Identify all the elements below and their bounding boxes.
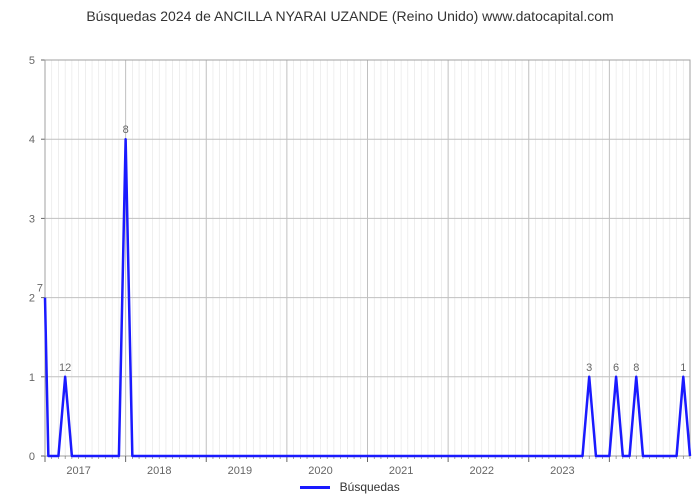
svg-text:2: 2 xyxy=(29,293,35,305)
svg-text:0: 0 xyxy=(29,451,35,463)
svg-text:2020: 2020 xyxy=(308,465,332,477)
legend: Búsquedas xyxy=(0,480,700,494)
svg-text:6: 6 xyxy=(613,362,619,374)
svg-text:4: 4 xyxy=(29,134,35,146)
svg-text:7: 7 xyxy=(37,283,43,295)
svg-text:2017: 2017 xyxy=(66,465,90,477)
svg-text:3: 3 xyxy=(29,213,35,225)
chart-title: Búsquedas 2024 de ANCILLA NYARAI UZANDE … xyxy=(0,0,700,28)
legend-label: Búsquedas xyxy=(340,480,400,494)
svg-text:3: 3 xyxy=(586,362,592,374)
svg-text:5: 5 xyxy=(29,55,35,67)
chart-svg: 0123452017201820192020202120222023712836… xyxy=(0,28,700,488)
svg-text:2021: 2021 xyxy=(389,465,413,477)
svg-text:2022: 2022 xyxy=(469,465,493,477)
svg-text:12: 12 xyxy=(59,362,71,374)
svg-text:1: 1 xyxy=(680,362,686,374)
svg-text:8: 8 xyxy=(123,124,129,136)
svg-text:2019: 2019 xyxy=(228,465,252,477)
svg-text:8: 8 xyxy=(633,362,639,374)
svg-text:1: 1 xyxy=(29,372,35,384)
svg-text:2023: 2023 xyxy=(550,465,574,477)
legend-line-swatch xyxy=(300,486,330,489)
chart-container: Búsquedas 2024 de ANCILLA NYARAI UZANDE … xyxy=(0,0,700,500)
svg-text:2018: 2018 xyxy=(147,465,171,477)
